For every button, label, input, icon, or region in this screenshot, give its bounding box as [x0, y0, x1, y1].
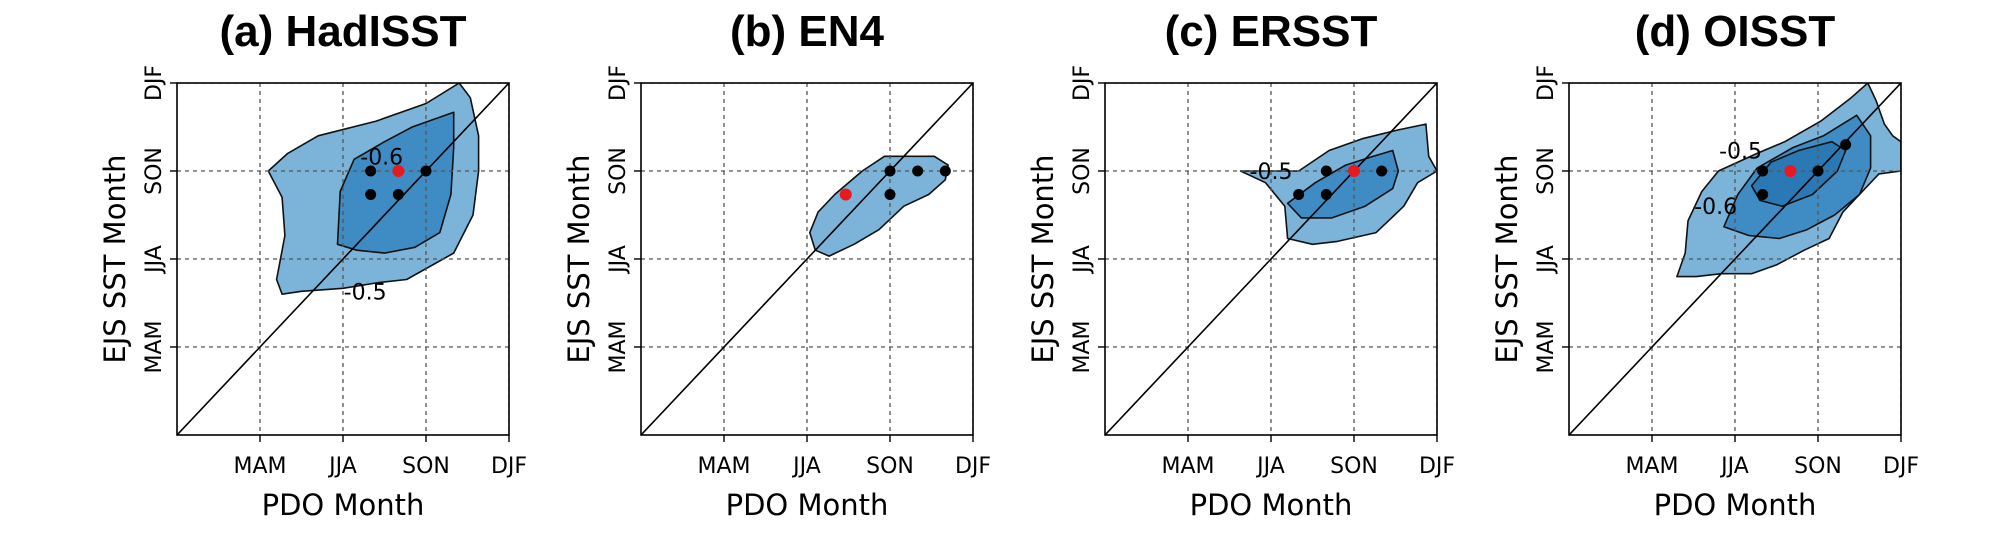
- x-tick-label: DJF: [1883, 454, 1919, 479]
- data-point: [1320, 188, 1332, 200]
- x-axis-label: PDO Month: [1654, 488, 1817, 522]
- y-tick-label: SON: [1534, 147, 1559, 195]
- data-point: [420, 165, 432, 177]
- max-correlation-point: [1784, 165, 1797, 177]
- y-tick-label: DJF: [606, 65, 631, 101]
- x-tick-label: JJA: [791, 454, 821, 479]
- y-tick-label: JJA: [606, 245, 631, 275]
- max-correlation-point: [392, 165, 405, 177]
- panel-title: (c) ERSST: [1165, 7, 1378, 56]
- contour-label: -0.6: [1694, 195, 1737, 220]
- y-axis-label: EJS SST Month: [1490, 154, 1524, 363]
- contour-outer-region: [808, 155, 949, 257]
- data-point: [1376, 165, 1388, 177]
- x-tick-label: DJF: [491, 454, 527, 479]
- x-axis-label: PDO Month: [262, 488, 425, 522]
- y-tick-label: MAM: [606, 320, 631, 373]
- y-tick-label: MAM: [1534, 320, 1559, 373]
- data-point: [1293, 188, 1305, 200]
- y-tick-label: MAM: [142, 320, 167, 373]
- plot-area: -0.5 -0.6: [1569, 83, 1901, 435]
- x-tick-label: DJF: [955, 454, 991, 479]
- data-point: [884, 165, 896, 177]
- x-tick-label: SON: [1330, 454, 1378, 479]
- max-correlation-point: [1348, 165, 1360, 177]
- data-point: [365, 165, 377, 177]
- y-tick-label: JJA: [142, 245, 167, 275]
- data-point: [939, 165, 951, 177]
- x-tick-label: MAM: [1625, 454, 1678, 479]
- x-axis-label: PDO Month: [726, 488, 889, 522]
- max-correlation-point: [839, 188, 852, 201]
- contour-inner2-region: [1750, 140, 1847, 207]
- one-to-one-line: [1105, 83, 1437, 435]
- data-point: [1812, 165, 1824, 177]
- y-tick-label: SON: [606, 147, 631, 195]
- x-tick-label: JJA: [1719, 454, 1749, 479]
- y-axis-label: EJS SST Month: [562, 154, 596, 363]
- x-tick-label: JJA: [327, 454, 357, 479]
- panel-0: -0.6 -0.5 MAM MAM JJA JJA SON SON DJF DJF (a) HadI…: [98, 7, 527, 522]
- plot-area: [641, 83, 973, 435]
- data-point: [884, 188, 896, 200]
- panel-title: (a) HadISST: [220, 7, 467, 56]
- y-tick-label: DJF: [1070, 65, 1095, 101]
- contour-label: -0.6: [360, 145, 403, 170]
- x-axis-label: PDO Month: [1190, 488, 1353, 522]
- one-to-one-line: [641, 83, 973, 435]
- data-point: [1840, 139, 1852, 151]
- panel-3: -0.5 -0.6 MAM MAM JJA JJA SON SON DJF DJF (d) OISS…: [1490, 7, 1919, 522]
- data-point: [1757, 165, 1769, 177]
- contour-label: -0.5: [344, 280, 387, 305]
- plot-area: -0.5: [1105, 83, 1437, 435]
- data-point: [392, 188, 404, 200]
- y-tick-label: DJF: [1534, 65, 1559, 101]
- contour-label: -0.5: [1719, 139, 1762, 164]
- panel-title: (b) EN4: [730, 7, 885, 56]
- x-tick-label: SON: [866, 454, 914, 479]
- y-tick-label: SON: [1070, 147, 1095, 195]
- panel-1: MAM MAM JJA JJA SON SON DJF DJF (b) EN4 PDO Month…: [562, 7, 991, 522]
- panel-2: -0.5 MAM MAM JJA JJA SON SON DJF DJF (c) ERSST PDO…: [1026, 7, 1455, 522]
- y-tick-label: JJA: [1070, 245, 1095, 275]
- x-tick-label: SON: [1794, 454, 1842, 479]
- y-axis-label: EJS SST Month: [98, 154, 132, 363]
- x-tick-label: MAM: [697, 454, 750, 479]
- y-tick-label: JJA: [1534, 245, 1559, 275]
- contour-label: -0.5: [1250, 160, 1293, 185]
- one-to-one-line: [177, 83, 509, 435]
- data-point: [365, 188, 377, 200]
- x-tick-label: SON: [402, 454, 450, 479]
- contour-inner-region: [1286, 149, 1400, 219]
- data-point: [1757, 188, 1769, 200]
- data-point: [912, 165, 924, 177]
- x-tick-label: MAM: [1161, 454, 1214, 479]
- x-tick-label: JJA: [1255, 454, 1285, 479]
- panel-title: (d) OISST: [1635, 7, 1836, 56]
- y-tick-label: SON: [142, 147, 167, 195]
- x-tick-label: MAM: [233, 454, 286, 479]
- data-point: [1320, 165, 1332, 177]
- x-tick-label: DJF: [1419, 454, 1455, 479]
- y-tick-label: MAM: [1070, 320, 1095, 373]
- contour-inner-region: [336, 111, 455, 254]
- y-axis-label: EJS SST Month: [1026, 154, 1060, 363]
- y-tick-label: DJF: [142, 65, 167, 101]
- plot-area: -0.6 -0.5: [177, 83, 509, 435]
